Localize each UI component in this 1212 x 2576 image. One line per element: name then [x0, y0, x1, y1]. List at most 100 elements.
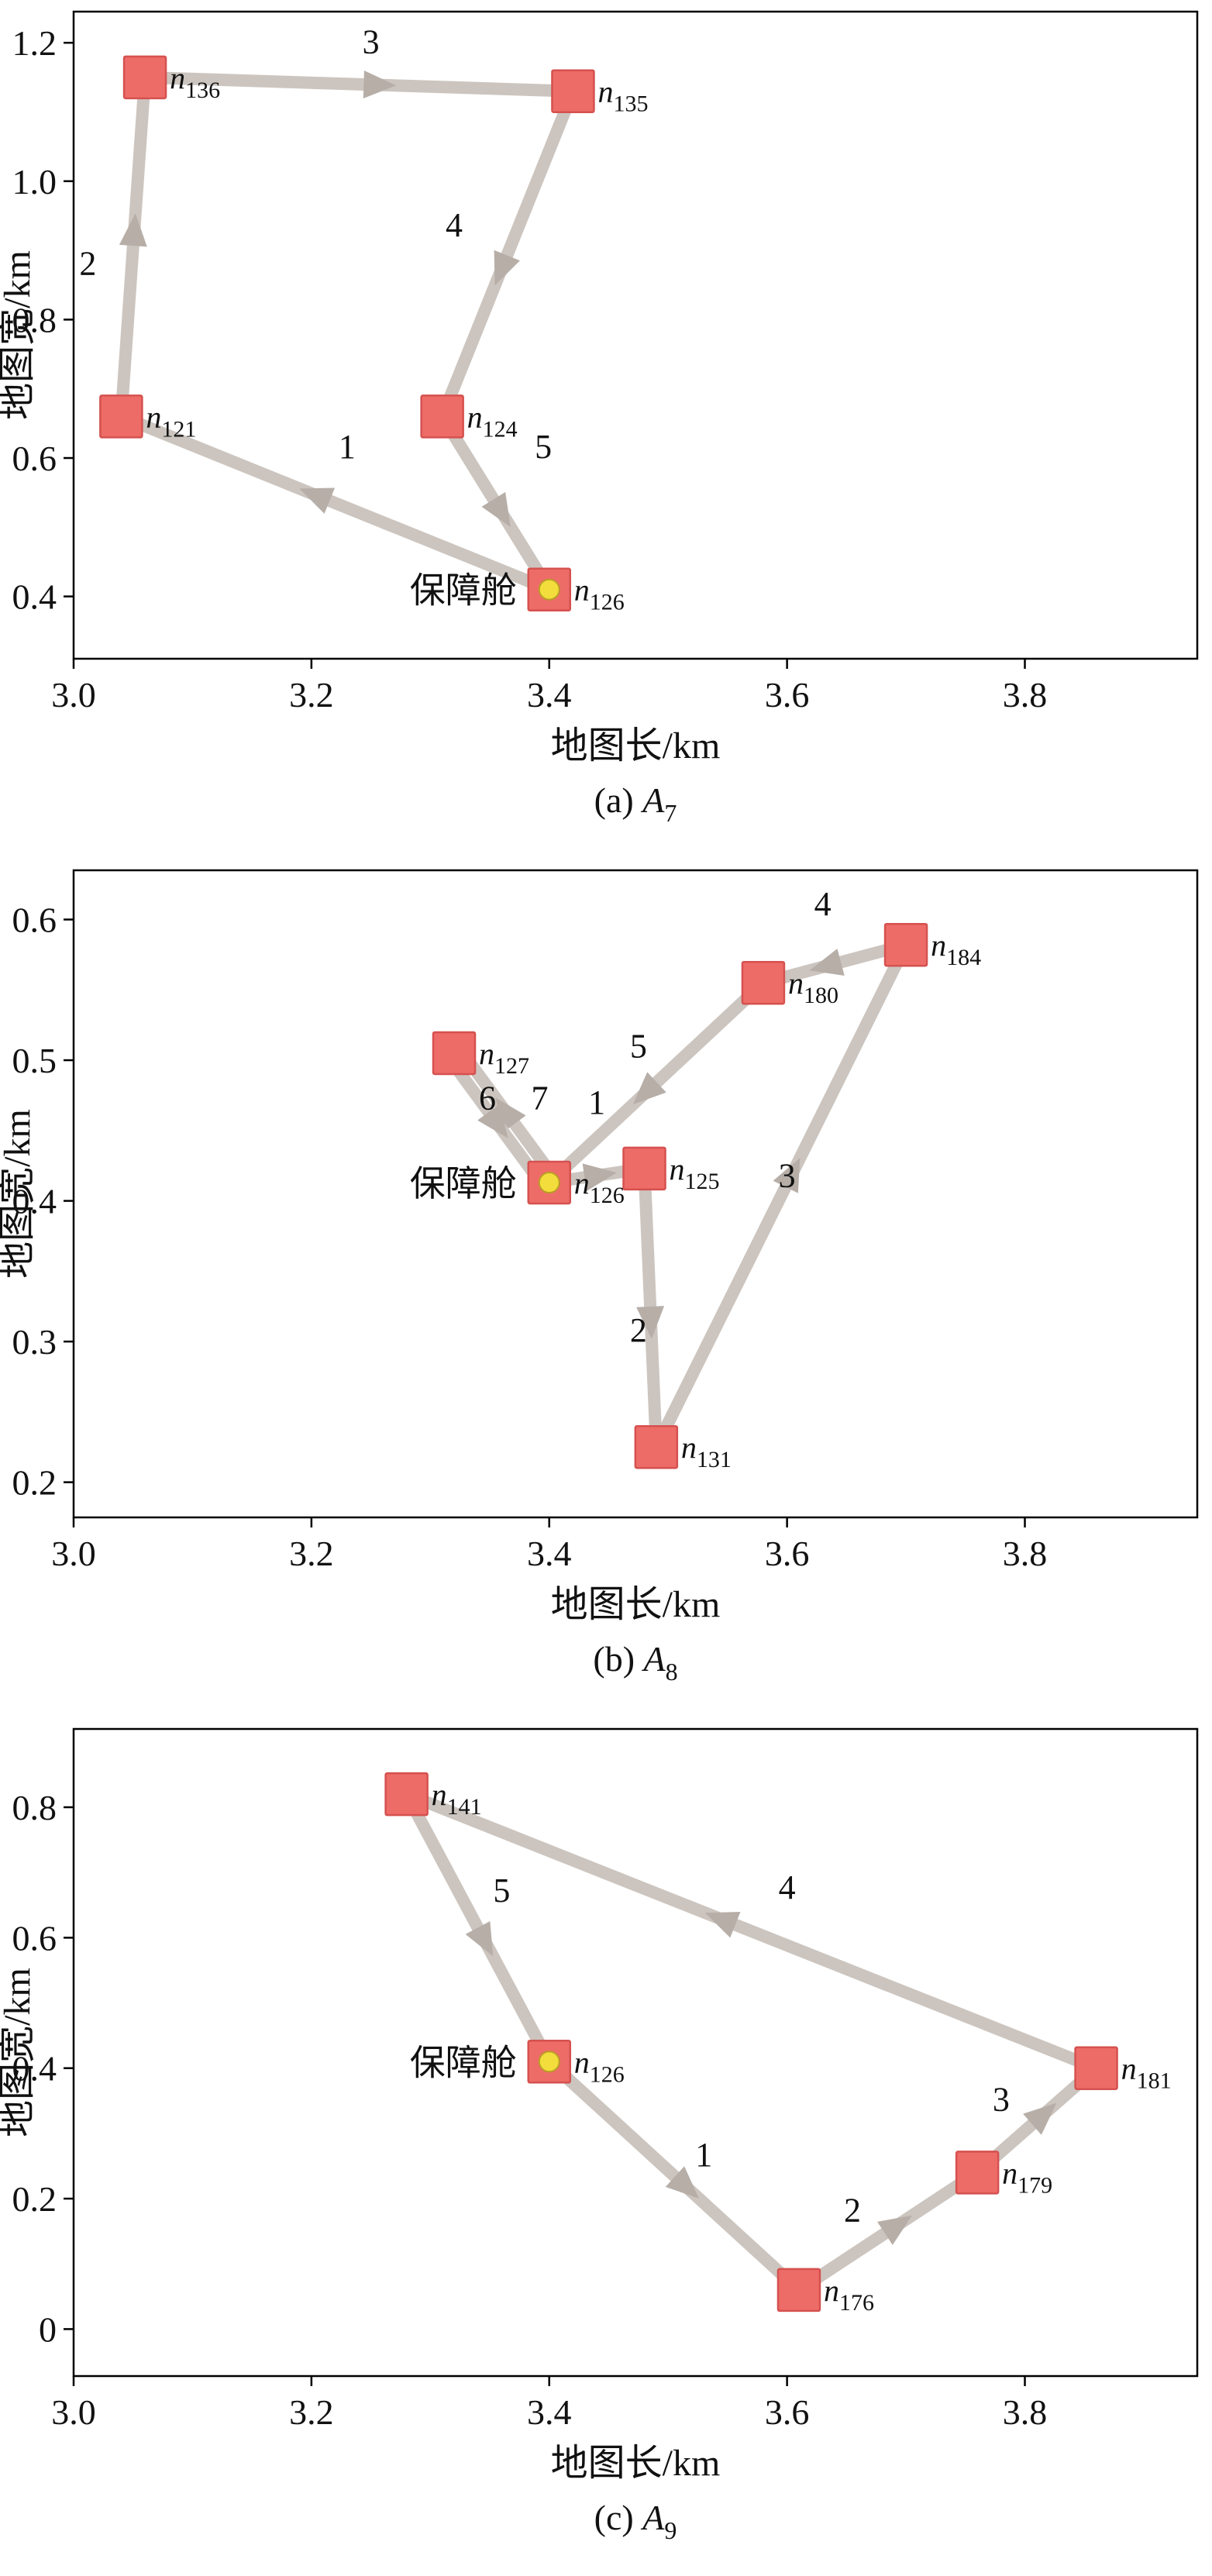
x-tick-label: 3.6 [765, 1534, 810, 1573]
x-tick-label: 3.4 [527, 2392, 572, 2432]
edge-order-label: 2 [630, 1311, 647, 1349]
x-tick-label: 3.6 [765, 675, 810, 715]
x-tick-label: 3.8 [1003, 2392, 1048, 2432]
subplot-c: 3.0 3.2 3.4 3.6 3.8 0 0.2 0.4 0.6 0.8 地图长/km 地图宽/km… [0, 1717, 1212, 2576]
y-tick-label: 0.3 [12, 1322, 57, 1362]
node-label: n121 [146, 399, 196, 442]
subplot-a-canvas: 3.0 3.2 3.4 3.6 3.8 0.4 0.6 0.8 1.0 1.2 地图长/km 地图宽/… [0, 0, 1212, 859]
x-tick-label: 3.0 [51, 1534, 96, 1573]
x-axis-title: 地图长/km [551, 2443, 721, 2484]
route-arrow-icon [632, 1072, 666, 1105]
route-arrow-icon [582, 1163, 617, 1192]
y-tick-label: 0.2 [12, 2179, 57, 2219]
route-arrow-icon [665, 2166, 699, 2199]
route-arrow-icon [704, 1911, 741, 1938]
x-tick-label: 3.4 [527, 675, 572, 715]
route-node [1074, 2046, 1118, 2090]
route-edge [649, 938, 913, 1454]
route-node [551, 69, 595, 113]
node-label: n126 [574, 1166, 625, 1208]
x-tick-label: 3.4 [527, 1534, 572, 1573]
edge-order-label: 4 [814, 885, 832, 923]
route-arrow-icon [877, 2215, 912, 2245]
edge-order-label: 4 [779, 1868, 796, 1906]
depot-label: 保障舱 [410, 1164, 517, 1204]
route-node [883, 922, 928, 967]
y-tick-label: 0.4 [12, 1182, 57, 1221]
route-node [99, 394, 143, 439]
y-tick-label: 0 [39, 2309, 57, 2349]
route-edge [115, 71, 152, 423]
x-tick-label: 3.8 [1003, 675, 1048, 715]
y-axis-title: 地图宽/km [0, 250, 38, 420]
depot-marker-dot [538, 578, 560, 601]
route-arrow-icon [773, 1158, 801, 1193]
route-node [741, 960, 786, 1005]
subplot-b-canvas: 3.0 3.2 3.4 3.6 3.8 0.2 0.3 0.4 0.5 0.6 地图长/km 地图宽/… [0, 859, 1212, 1717]
node-label: n124 [467, 399, 518, 442]
node-label: n176 [824, 2273, 874, 2316]
chart-caption: (c) A9 [594, 2498, 677, 2544]
x-tick-label: 3.2 [289, 675, 334, 715]
plot-frame [72, 10, 1199, 660]
y-tick-label: 0.2 [12, 1463, 57, 1503]
subplot-a: 3.0 3.2 3.4 3.6 3.8 0.4 0.6 0.8 1.0 1.2 地图长/km 地图宽/… [0, 0, 1212, 859]
x-tick-label: 3.0 [51, 2392, 96, 2432]
route-edge [115, 410, 556, 596]
chart-caption: (b) A8 [593, 1639, 677, 1686]
node-label: n131 [681, 1430, 732, 1472]
route-node [776, 2268, 821, 2313]
y-axis-title: 地图宽/km [0, 1109, 38, 1279]
edge-order-label: 5 [630, 1027, 647, 1065]
depot-label: 保障舱 [410, 2043, 517, 2082]
edge-order-label: 3 [363, 23, 380, 61]
y-tick-label: 0.4 [12, 577, 57, 617]
route-arrow-icon [1023, 2102, 1057, 2135]
route-edge [400, 1788, 1103, 2075]
node-label: n127 [479, 1036, 529, 1079]
edge-order-label: 1 [588, 1083, 605, 1121]
edge-order-label: 7 [531, 1080, 548, 1118]
plot-frame [72, 869, 1199, 1519]
edge-order-label: 4 [446, 206, 463, 244]
y-tick-label: 0.6 [12, 901, 57, 940]
route-arrow-icon [119, 213, 147, 247]
y-tick-label: 0.5 [12, 1041, 57, 1080]
chart-caption: (a) A7 [594, 780, 677, 827]
route-node [432, 1031, 477, 1076]
route-edge [542, 2055, 805, 2296]
route-node [955, 2151, 1000, 2195]
route-node [622, 1146, 666, 1191]
edge-order-label: 1 [695, 2136, 712, 2174]
subplot-b: 3.0 3.2 3.4 3.6 3.8 0.2 0.3 0.4 0.5 0.6 地图长/km 地图宽/… [0, 859, 1212, 1717]
node-label: n141 [432, 1777, 482, 1820]
edge-order-label: 3 [779, 1156, 796, 1194]
node-label: n126 [574, 573, 625, 615]
subplot-c-canvas: 3.0 3.2 3.4 3.6 3.8 0 0.2 0.4 0.6 0.8 地图长/km 地图宽/km… [0, 1717, 1212, 2576]
y-tick-label: 0.4 [12, 2049, 57, 2089]
route-arrow-icon [481, 491, 511, 528]
route-arrow-icon [636, 1306, 665, 1339]
edge-order-label: 2 [844, 2192, 861, 2230]
node-label: n136 [170, 60, 220, 103]
y-tick-label: 0.8 [12, 300, 57, 339]
edge-order-label: 2 [79, 244, 96, 282]
y-tick-label: 0.6 [12, 1918, 57, 1958]
node-label: n125 [670, 1152, 720, 1194]
node-label: n181 [1121, 2051, 1172, 2094]
y-tick-label: 0.8 [12, 1788, 57, 1827]
edge-order-label: 5 [493, 1872, 510, 1910]
depot-label: 保障舱 [410, 571, 517, 611]
route-arrow-icon [363, 70, 397, 98]
node-label: n126 [574, 2044, 625, 2087]
route-node [384, 1772, 429, 1817]
edge-order-label: 3 [993, 2080, 1010, 2118]
y-tick-label: 0.6 [12, 439, 57, 478]
route-arrow-icon [299, 487, 336, 514]
route-arrow-icon [477, 1104, 508, 1138]
route-arrow-icon [465, 1920, 494, 1957]
edge-order-label: 1 [339, 428, 356, 466]
y-tick-label: 1.2 [12, 23, 57, 63]
route-node [634, 1424, 679, 1469]
y-axis-title: 地图宽/km [0, 1968, 38, 2137]
